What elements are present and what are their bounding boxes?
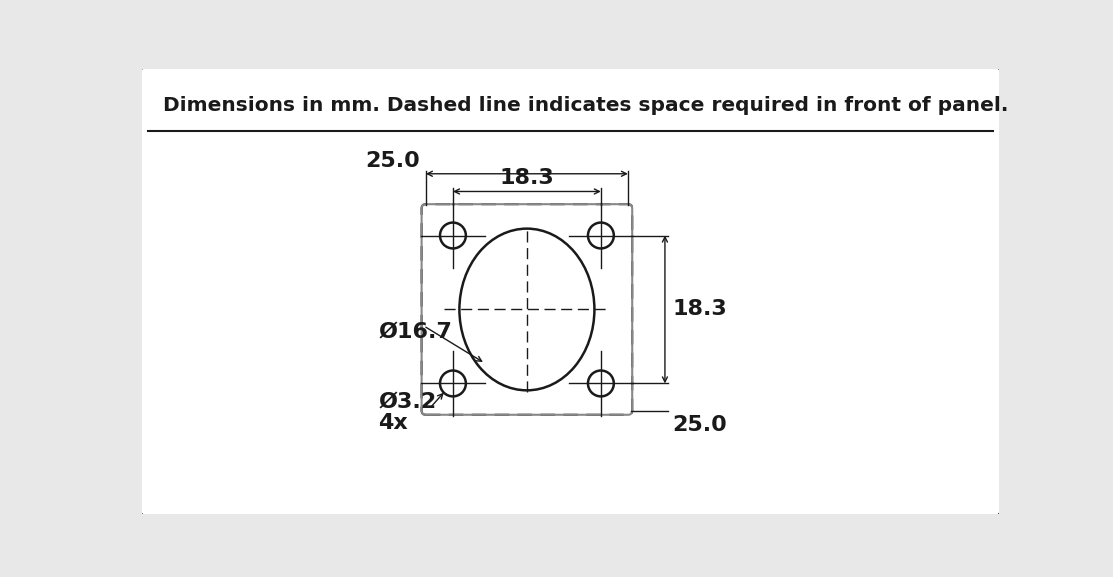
Text: 4x: 4x (378, 413, 407, 433)
Text: 18.3: 18.3 (672, 299, 728, 320)
Text: 25.0: 25.0 (365, 151, 420, 171)
FancyBboxPatch shape (139, 66, 1002, 516)
Text: Dimensions in mm. Dashed line indicates space required in front of panel.: Dimensions in mm. Dashed line indicates … (164, 96, 1008, 115)
Text: 18.3: 18.3 (500, 168, 554, 189)
Text: Ø16.7: Ø16.7 (378, 321, 452, 341)
Text: Ø3.2: Ø3.2 (378, 391, 436, 411)
Text: 25.0: 25.0 (672, 415, 728, 435)
